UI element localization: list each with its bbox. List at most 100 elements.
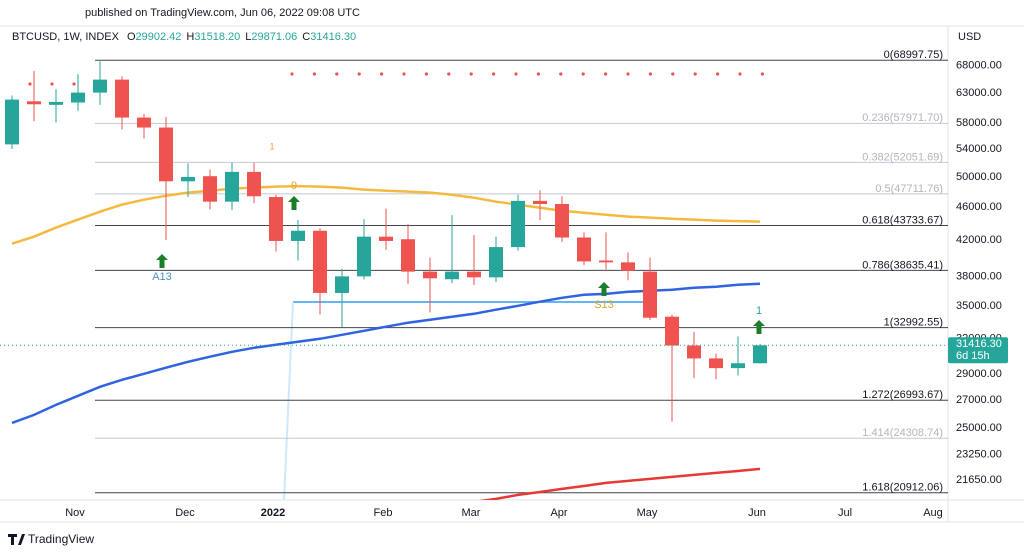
- moving-average: [11, 282, 761, 425]
- symbol-legend: BTCUSD, 1W, INDEX O29902.42 H31518.20 L2987…: [12, 31, 356, 43]
- fib-label: 1.414(24308.74): [862, 427, 943, 439]
- fib-label: 0(68997.75): [884, 49, 943, 61]
- y-tick-label: 25000.00: [956, 422, 1002, 434]
- buy-arrow: [598, 282, 610, 296]
- y-tick-label: 50000.00: [956, 171, 1002, 183]
- candle-body: [423, 271, 437, 279]
- brand-logo: [8, 534, 25, 545]
- signal-label: 1: [269, 141, 274, 151]
- candle-body: [203, 176, 217, 202]
- fib-label: 1.272(26993.67): [862, 389, 943, 401]
- setup-dot: [492, 72, 496, 76]
- x-tick-label: Feb: [374, 507, 393, 519]
- setup-dot: [50, 82, 54, 86]
- y-tick-label: 68000.00: [956, 59, 1002, 71]
- candle-body: [269, 197, 283, 241]
- candle-body: [709, 358, 723, 369]
- y-tick-label: 23250.00: [956, 448, 1002, 460]
- candle-body: [291, 230, 305, 241]
- brand: TradingView: [8, 532, 94, 546]
- fib-label: 0.5(47711.76): [875, 183, 943, 195]
- x-tick-label: Aug: [923, 507, 943, 519]
- setup-dot: [380, 72, 384, 76]
- setup-dot: [760, 72, 765, 76]
- plot-area: [0, 59, 948, 500]
- x-tick-label: Jun: [748, 507, 766, 519]
- x-tick-label: May: [637, 507, 658, 519]
- fib-label: 1.618(20912.06): [862, 482, 943, 494]
- last-price-tag: [948, 337, 1008, 364]
- fib-label: 0.382(52051.69): [862, 151, 943, 163]
- candle-body: [379, 236, 393, 241]
- signal-label: S13: [594, 299, 614, 311]
- candle-body: [159, 127, 173, 182]
- brand-name: TradingView: [28, 532, 94, 546]
- buy-arrow: [288, 196, 300, 210]
- ohlc-key: C: [302, 31, 310, 43]
- signal-label: A13: [152, 271, 172, 283]
- x-tick-label: 2022: [261, 507, 285, 519]
- signal-label: 9: [291, 180, 297, 192]
- candle-body: [137, 117, 151, 128]
- setup-dot: [290, 72, 294, 76]
- y-tick-label: 35000.00: [956, 300, 1002, 312]
- ohlc-key: O: [127, 31, 136, 43]
- setup-dot: [536, 72, 541, 76]
- candle-body: [621, 262, 635, 271]
- setup-dot: [581, 72, 585, 76]
- candle-body: [71, 92, 85, 103]
- setup-dot: [28, 82, 32, 86]
- moving-average: [478, 467, 761, 500]
- x-tick-label: Apr: [550, 507, 567, 519]
- axis-unit: USD: [958, 31, 981, 43]
- setup-dot: [424, 72, 428, 76]
- candle-body: [599, 260, 613, 263]
- candle-body: [665, 316, 679, 346]
- last-price-label: 31416.30: [956, 338, 1002, 350]
- candle-body: [555, 203, 569, 238]
- setup-dot: [312, 72, 316, 76]
- y-tick-label: 21650.00: [956, 474, 1002, 486]
- y-tick-label: 29000.00: [956, 368, 1002, 380]
- setup-dot: [559, 72, 563, 76]
- candle-body: [511, 200, 525, 248]
- fib-label: 0.236(57971.70): [862, 112, 943, 124]
- x-tick-label: Dec: [175, 507, 195, 519]
- setup-dot: [604, 72, 608, 76]
- ohlc-key: H: [186, 31, 194, 43]
- candle-body: [181, 176, 195, 182]
- candle-body: [467, 271, 481, 278]
- candle-body: [401, 239, 415, 272]
- y-tick-label: 46000.00: [956, 201, 1002, 213]
- candle-body: [93, 79, 107, 93]
- moving-average: [11, 184, 761, 245]
- candle-body: [731, 363, 745, 369]
- y-tick-label: 58000.00: [956, 117, 1002, 129]
- signal-label: 1: [756, 305, 762, 317]
- candle-body: [5, 99, 19, 145]
- setup-dot: [648, 72, 653, 76]
- countdown-label: 6d 15h: [956, 350, 990, 362]
- setup-dot: [447, 72, 451, 76]
- fib-label: 0.618(43733.67): [862, 214, 943, 226]
- setup-dot: [469, 72, 473, 76]
- y-tick-label: 38000.00: [956, 270, 1002, 282]
- buy-arrow: [753, 320, 765, 334]
- setup-dot: [671, 72, 675, 76]
- setup-dot: [357, 72, 361, 76]
- setup-dot: [738, 72, 742, 76]
- setup-dot: [514, 72, 518, 76]
- x-tick-label: Jul: [838, 507, 852, 519]
- candle-body: [489, 247, 503, 278]
- y-tick-label: 63000.00: [956, 87, 1002, 99]
- ohlc-value: 31416.30: [310, 31, 356, 43]
- candle-body: [445, 271, 459, 280]
- symbol: BTCUSD, 1W, INDEX: [12, 31, 120, 43]
- x-tick-label: Mar: [462, 507, 481, 519]
- candle-body: [27, 101, 41, 105]
- candle-body: [753, 345, 767, 364]
- y-tick-label: 54000.00: [956, 143, 1002, 155]
- candle-body: [247, 171, 261, 197]
